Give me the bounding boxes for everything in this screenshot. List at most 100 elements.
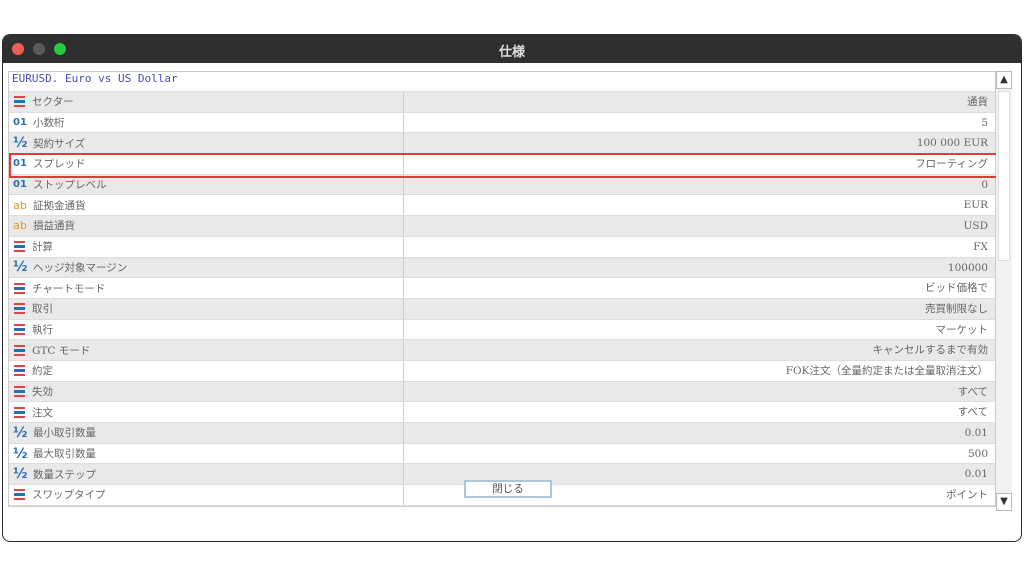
scrollbar-thumb[interactable] (998, 91, 1010, 261)
property-label: ヘッジ対象マージン (33, 261, 128, 274)
property-cell: 01 スプレッド (9, 154, 404, 174)
property-label: 最小取引数量 (33, 427, 96, 440)
property-label: ストップレベル (33, 179, 107, 192)
property-value: 0.01 (964, 427, 988, 439)
table-row[interactable]: ½ ヘッジ対象マージン 100000 (9, 257, 995, 279)
property-cell: 01 ストップレベル (9, 174, 404, 195)
table-row[interactable]: ½ 契約サイズ 100 000 EUR (9, 133, 995, 155)
property-label: 計算 (32, 241, 53, 254)
table-row[interactable]: 失効 すべて (9, 381, 995, 403)
table-row[interactable]: ½ 最小取引数量 0.01 (9, 423, 995, 444)
window-close-button[interactable] (12, 43, 24, 55)
table-row[interactable]: 注文 すべて (9, 402, 995, 423)
property-cell: ab 証拠金通貨 (9, 195, 404, 216)
fraction-icon: ½ (13, 259, 28, 276)
table-row[interactable]: セクター 通貨 (9, 92, 995, 113)
highlight-box (9, 153, 998, 178)
table-row[interactable]: 約定 FOK注文（全量約定または全量取消注文） (9, 360, 995, 382)
scrollbar[interactable]: ▲ ▼ (996, 71, 1012, 511)
property-value: 売買制限なし (925, 302, 988, 315)
property-cell: セクター (9, 92, 404, 112)
property-label: 失効 (32, 385, 53, 398)
property-value: 通貨 (967, 96, 988, 108)
property-value: FX (973, 240, 988, 253)
text-icon: ab (13, 219, 27, 233)
table-row[interactable]: ab 損益通貨 USD (9, 216, 995, 237)
table-row[interactable]: スワップタイプ ポイント (9, 485, 995, 506)
table-row[interactable]: 01 ストップレベル 0 (9, 174, 995, 196)
fraction-icon: ½ (13, 466, 28, 483)
integer-icon: 01 (13, 179, 27, 191)
text-icon: ab (13, 198, 27, 212)
property-cell: ½ 契約サイズ (9, 133, 404, 154)
property-label: 執行 (32, 323, 53, 336)
property-cell: スワップタイプ (9, 485, 404, 505)
property-label: 損益通貨 (33, 220, 75, 233)
window-maximize-button[interactable] (54, 43, 66, 55)
list-icon (14, 365, 25, 377)
list-icon (14, 385, 25, 397)
table-row[interactable]: 01 スプレッド フローティング (9, 154, 995, 175)
table-row[interactable]: 取引 売買制限なし (9, 298, 995, 320)
property-value: USD (963, 220, 988, 233)
table-row[interactable]: 計算 FX (9, 236, 995, 258)
property-cell: GTC モード (9, 340, 404, 360)
property-value: マーケット (935, 323, 989, 336)
table-row[interactable]: GTC モード キャンセルするまで有効 (9, 340, 995, 361)
list-icon (14, 282, 25, 294)
fraction-icon: ½ (13, 445, 28, 462)
title-bar: 仕様 (3, 35, 1021, 63)
list-icon (14, 406, 25, 418)
fraction-icon: ½ (13, 424, 28, 441)
property-cell: 01 小数桁 (9, 112, 404, 133)
property-label: 約定 (32, 365, 53, 378)
property-cell: 執行 (9, 319, 404, 340)
property-cell: 注文 (9, 402, 404, 422)
property-label: スワップタイプ (32, 489, 106, 502)
table-row[interactable]: 01 小数桁 5 (9, 112, 995, 134)
property-cell: 計算 (9, 236, 404, 257)
list-icon (14, 96, 25, 108)
property-value: ビッド価格で (925, 282, 988, 295)
integer-icon: 01 (13, 158, 27, 170)
property-value: すべて (957, 406, 988, 419)
spec-table: EURUSD. Euro vs US Dollar セクター 通貨 01 小数桁 5 ½ 契… (8, 71, 996, 507)
property-cell: ab 損益通貨 (9, 216, 404, 236)
property-value: 5 (981, 116, 988, 129)
property-cell: ½ 最大取引数量 (9, 443, 404, 464)
property-label: スプレッド (33, 158, 86, 171)
symbol-header: EURUSD. Euro vs US Dollar (9, 72, 995, 92)
property-label: セクター (32, 96, 74, 109)
list-icon (14, 323, 25, 335)
property-label: 小数桁 (33, 117, 65, 130)
property-value: キャンセルするまで有効 (872, 344, 989, 357)
property-cell: ½ 数量ステップ (9, 464, 404, 485)
property-value: ポイント (946, 489, 988, 502)
property-value: 0 (981, 178, 988, 191)
property-label: GTC モード (32, 344, 91, 357)
property-cell: 取引 (9, 298, 404, 319)
specification-window: 仕様 (2, 34, 1022, 542)
list-icon (14, 344, 25, 356)
property-value: EUR (963, 199, 988, 212)
property-label: チャートモード (32, 282, 106, 295)
table-row[interactable]: ½ 最大取引数量 500 (9, 443, 995, 465)
scroll-up-button[interactable]: ▲ (996, 71, 1012, 89)
property-value: 500 (967, 447, 988, 460)
fraction-icon: ½ (13, 135, 28, 152)
scroll-down-button[interactable]: ▼ (996, 493, 1012, 511)
window-minimize-button[interactable] (33, 43, 45, 55)
table-row[interactable]: チャートモード ビッド価格で (9, 278, 995, 299)
close-button[interactable]: 閉じる (464, 480, 552, 498)
table-row[interactable]: 執行 マーケット (9, 319, 995, 341)
property-cell: ½ ヘッジ対象マージン (9, 257, 404, 278)
property-value: 100000 (947, 261, 988, 274)
property-label: 注文 (32, 406, 53, 419)
list-icon (14, 303, 25, 315)
table-row[interactable]: ab 証拠金通貨 EUR (9, 195, 995, 217)
property-label: 契約サイズ (33, 137, 86, 150)
property-value: FOK注文（全量約定または全量取消注文） (785, 364, 988, 377)
property-label: 証拠金通貨 (33, 199, 86, 212)
integer-icon: 01 (13, 117, 27, 129)
list-icon (14, 241, 25, 253)
